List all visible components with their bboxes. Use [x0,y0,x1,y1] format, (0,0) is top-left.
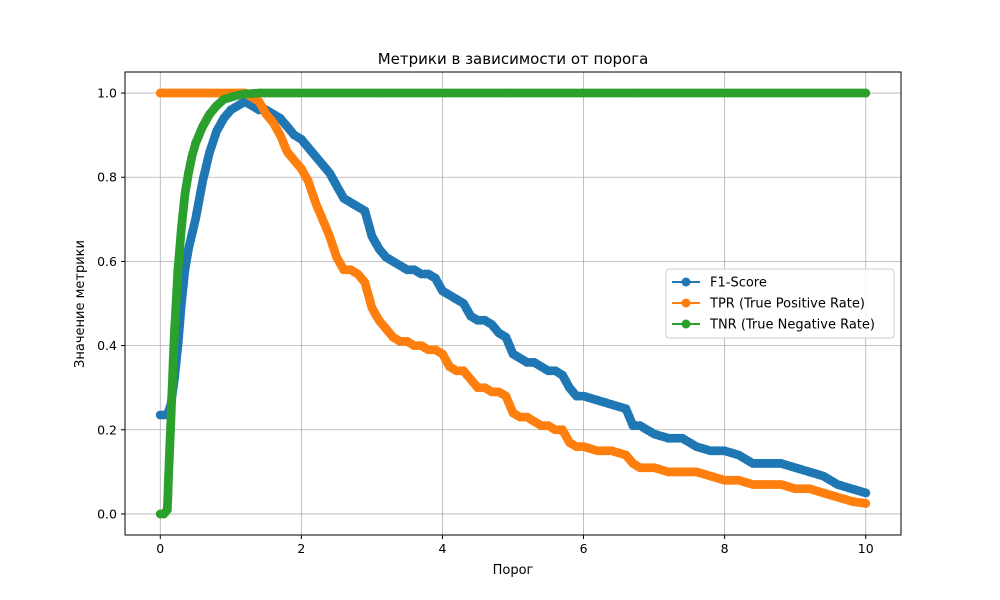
y-tick-label: 1.0 [97,86,117,101]
data-point [861,488,871,498]
x-tick-label: 4 [438,541,446,556]
y-axis-title: Значение метрики [73,240,88,368]
x-axis-title: Порог [493,563,534,578]
data-point [861,498,871,508]
chart-title: Метрики в зависимости от порога [378,50,649,68]
axis-ticks: 0 2 4 6 8 10 0.0 0.2 0.4 0.6 0.8 1.0 [97,86,874,556]
legend: F1-Score TPR (True Positive Rate) TNR (Tru… [665,268,895,339]
legend-label: F1-Score [710,276,767,291]
y-tick-label: 0.2 [97,422,117,437]
y-tick-label: 0.0 [97,506,117,521]
series-2 [155,88,871,519]
legend-marker [681,319,691,329]
grid [125,72,901,535]
legend-marker [681,298,691,308]
y-tick-label: 0.6 [97,254,117,269]
data-point [861,88,871,98]
x-tick-label: 0 [156,541,164,556]
plot-series [155,88,871,519]
legend-label: TPR (True Positive Rate) [709,297,865,312]
legend-marker [681,277,691,287]
x-tick-label: 8 [721,541,729,556]
y-tick-label: 0.8 [97,170,117,185]
y-tick-label: 0.4 [97,338,117,353]
legend-label: TNR (True Negative Rate) [709,318,875,333]
x-tick-label: 2 [297,541,305,556]
x-tick-label: 10 [858,541,874,556]
x-tick-label: 6 [580,541,588,556]
legend-box [665,268,895,339]
plot-frame [124,71,902,536]
